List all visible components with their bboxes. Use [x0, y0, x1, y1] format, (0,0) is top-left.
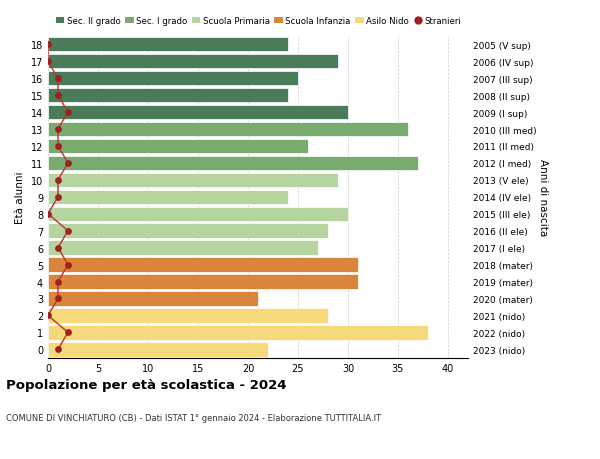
Point — [43, 41, 53, 49]
Point — [53, 295, 63, 302]
Bar — [48, 38, 288, 52]
Bar — [48, 106, 348, 120]
Point — [53, 143, 63, 150]
Point — [63, 109, 73, 117]
Bar — [48, 291, 258, 306]
Point — [63, 160, 73, 167]
Bar — [48, 55, 338, 69]
Point — [63, 228, 73, 235]
Bar — [48, 173, 338, 188]
Bar — [48, 72, 298, 86]
Point — [53, 278, 63, 285]
Bar — [48, 258, 358, 272]
Point — [53, 92, 63, 100]
Point — [63, 329, 73, 336]
Bar — [48, 241, 318, 255]
Point — [43, 58, 53, 66]
Point — [53, 245, 63, 252]
Point — [43, 312, 53, 319]
Y-axis label: Anni di nascita: Anni di nascita — [538, 159, 548, 236]
Point — [53, 75, 63, 83]
Bar — [48, 224, 328, 238]
Text: COMUNE DI VINCHIATURO (CB) - Dati ISTAT 1° gennaio 2024 - Elaborazione TUTTITALI: COMUNE DI VINCHIATURO (CB) - Dati ISTAT … — [6, 413, 381, 422]
Bar — [48, 342, 268, 357]
Bar — [48, 190, 288, 205]
Text: Popolazione per età scolastica - 2024: Popolazione per età scolastica - 2024 — [6, 379, 287, 392]
Bar — [48, 325, 428, 340]
Point — [43, 211, 53, 218]
Point — [53, 126, 63, 134]
Point — [53, 194, 63, 201]
Legend: Sec. II grado, Sec. I grado, Scuola Primaria, Scuola Infanzia, Asilo Nido, Stran: Sec. II grado, Sec. I grado, Scuola Prim… — [52, 13, 465, 29]
Bar — [48, 123, 408, 137]
Y-axis label: Età alunni: Età alunni — [15, 171, 25, 224]
Point — [63, 261, 73, 269]
Bar — [48, 157, 418, 171]
Bar — [48, 89, 288, 103]
Point — [53, 177, 63, 184]
Bar — [48, 308, 328, 323]
Point — [53, 346, 63, 353]
Bar — [48, 207, 348, 221]
Bar — [48, 140, 308, 154]
Bar — [48, 275, 358, 289]
